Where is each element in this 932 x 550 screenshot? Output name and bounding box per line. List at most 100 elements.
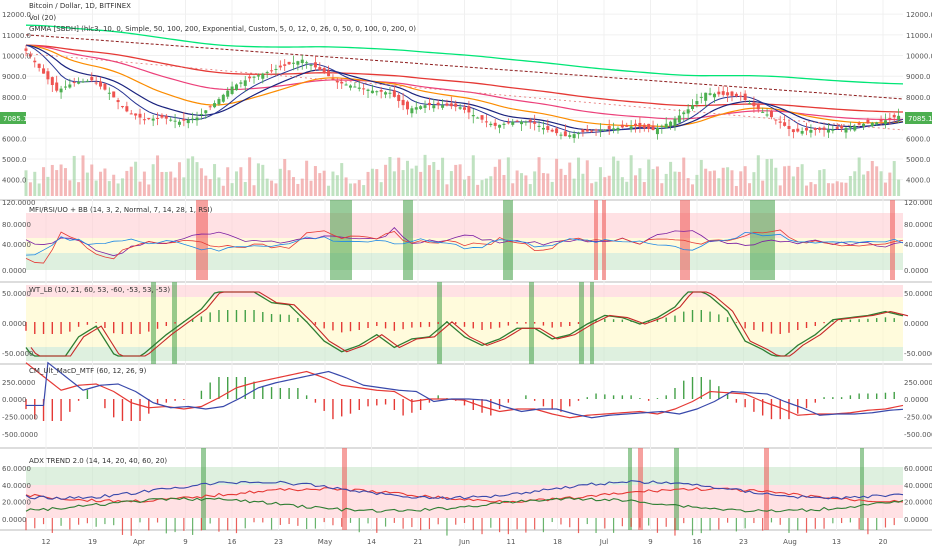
volume-bar xyxy=(765,159,769,196)
adx-histogram-bar xyxy=(174,518,176,533)
adx-histogram-bar xyxy=(463,518,466,523)
volume-bar xyxy=(489,176,493,196)
macd-histogram-bar xyxy=(858,393,860,399)
volume-bar xyxy=(191,156,195,196)
candle-body xyxy=(151,118,155,121)
candle-body xyxy=(818,127,822,130)
volume-bar xyxy=(695,174,699,196)
rsi-line xyxy=(25,229,904,264)
pane-tick-left: -500.0000 xyxy=(2,431,38,439)
adx-histogram-bar xyxy=(691,518,694,536)
volume-bar xyxy=(761,180,765,196)
macd-histogram-bar xyxy=(875,393,878,399)
volume-bar xyxy=(120,178,124,196)
candle-body xyxy=(375,91,379,93)
macd-histogram-bar xyxy=(647,399,650,401)
volume-bar xyxy=(458,164,462,196)
x-tick-label: 11 xyxy=(507,538,516,546)
wt-histogram-bar xyxy=(60,322,62,334)
volume-bar xyxy=(419,171,423,196)
candle-body xyxy=(480,115,484,120)
right-price-tick: 4000.0 xyxy=(906,177,931,185)
macd-histogram-bar xyxy=(42,399,45,421)
wt-histogram-bar xyxy=(867,318,869,322)
pane-tick-left: 40.0000 xyxy=(2,482,31,490)
wt-histogram-bar xyxy=(156,322,159,329)
candle-body xyxy=(55,82,59,91)
wt-histogram-bar xyxy=(823,322,825,324)
candle-body xyxy=(436,102,440,106)
adx-histogram-bar xyxy=(183,518,185,531)
volume-bar xyxy=(883,182,887,196)
wt-histogram-bar xyxy=(858,319,860,322)
adx-histogram-bar xyxy=(60,518,62,526)
volume-bar xyxy=(388,156,392,196)
candle-body xyxy=(401,99,405,106)
candle-body xyxy=(112,91,116,98)
volume-bar xyxy=(480,180,484,196)
mfi-pane-label: MFI/RSI/UO + BB (14, 3, 2, Normal, 7, 14… xyxy=(29,206,213,214)
pane-tick-right: -50.0000 xyxy=(904,350,932,358)
candle-body xyxy=(796,128,800,132)
volume-bar xyxy=(252,185,256,196)
macd-histogram-bar xyxy=(367,399,369,407)
volume-bar xyxy=(805,185,809,196)
macd-histogram-bar xyxy=(761,399,764,416)
volume-bar xyxy=(655,166,659,196)
candle-body xyxy=(287,61,291,65)
candle-body xyxy=(616,127,620,131)
candle-body xyxy=(348,85,352,88)
pane-tick-left: 80.0000 xyxy=(2,221,31,229)
adx-histogram-bar xyxy=(428,518,431,530)
adx-histogram-bar xyxy=(253,518,255,523)
adx-histogram-bar xyxy=(472,518,474,531)
adx-histogram-bar xyxy=(534,518,536,530)
wt-histogram-bar xyxy=(104,322,106,328)
candle-body xyxy=(739,95,743,97)
candle-body xyxy=(445,103,449,106)
adx-histogram-bar xyxy=(341,518,343,527)
candle-body xyxy=(230,86,234,94)
candle-body xyxy=(125,106,129,112)
candle-body xyxy=(37,63,41,68)
macd-histogram-bar xyxy=(34,399,36,420)
volume-bar xyxy=(739,171,743,196)
adx-histogram-bar xyxy=(306,518,308,530)
volume-bar xyxy=(313,166,317,196)
candle-body xyxy=(107,92,111,94)
adx-histogram-bar xyxy=(867,518,869,535)
candle-body xyxy=(252,76,256,78)
volume-bar xyxy=(55,170,59,196)
adx-histogram-bar xyxy=(393,518,395,523)
adx-histogram-bar xyxy=(367,518,369,524)
candle-body xyxy=(397,94,401,102)
svg-text:7085.1: 7085.1 xyxy=(908,115,932,123)
pane-tick-right: 0.0000 xyxy=(904,267,929,275)
adx-histogram-bar xyxy=(718,518,720,530)
adx-signal-band xyxy=(860,448,864,530)
volume-bar xyxy=(405,160,409,196)
candle-body xyxy=(296,61,300,65)
volume-bar xyxy=(81,155,85,196)
macd-histogram-bar xyxy=(840,397,843,399)
volume-bar xyxy=(844,182,848,196)
macd-histogram-bar xyxy=(77,399,80,401)
adx-histogram-bar xyxy=(402,518,404,529)
macd-histogram-bar xyxy=(148,399,150,414)
candle-body xyxy=(717,91,721,95)
macd-histogram-bar xyxy=(472,399,474,410)
volume-bar xyxy=(813,184,817,196)
chart-title: Bitcoin / Dollar, 1D, BITFINEX xyxy=(29,2,131,10)
candle-body xyxy=(467,106,471,113)
adx-histogram-bar xyxy=(235,518,238,534)
candle-body xyxy=(463,107,466,110)
pane-tick-left: 250.0000 xyxy=(2,379,35,387)
candle-body xyxy=(888,118,892,120)
candle-body xyxy=(568,135,572,137)
candle-body xyxy=(160,114,164,118)
volume-bar xyxy=(186,158,190,196)
wt-histogram-bar xyxy=(595,320,597,322)
candle-body xyxy=(370,90,374,94)
volume-bar xyxy=(318,173,322,196)
